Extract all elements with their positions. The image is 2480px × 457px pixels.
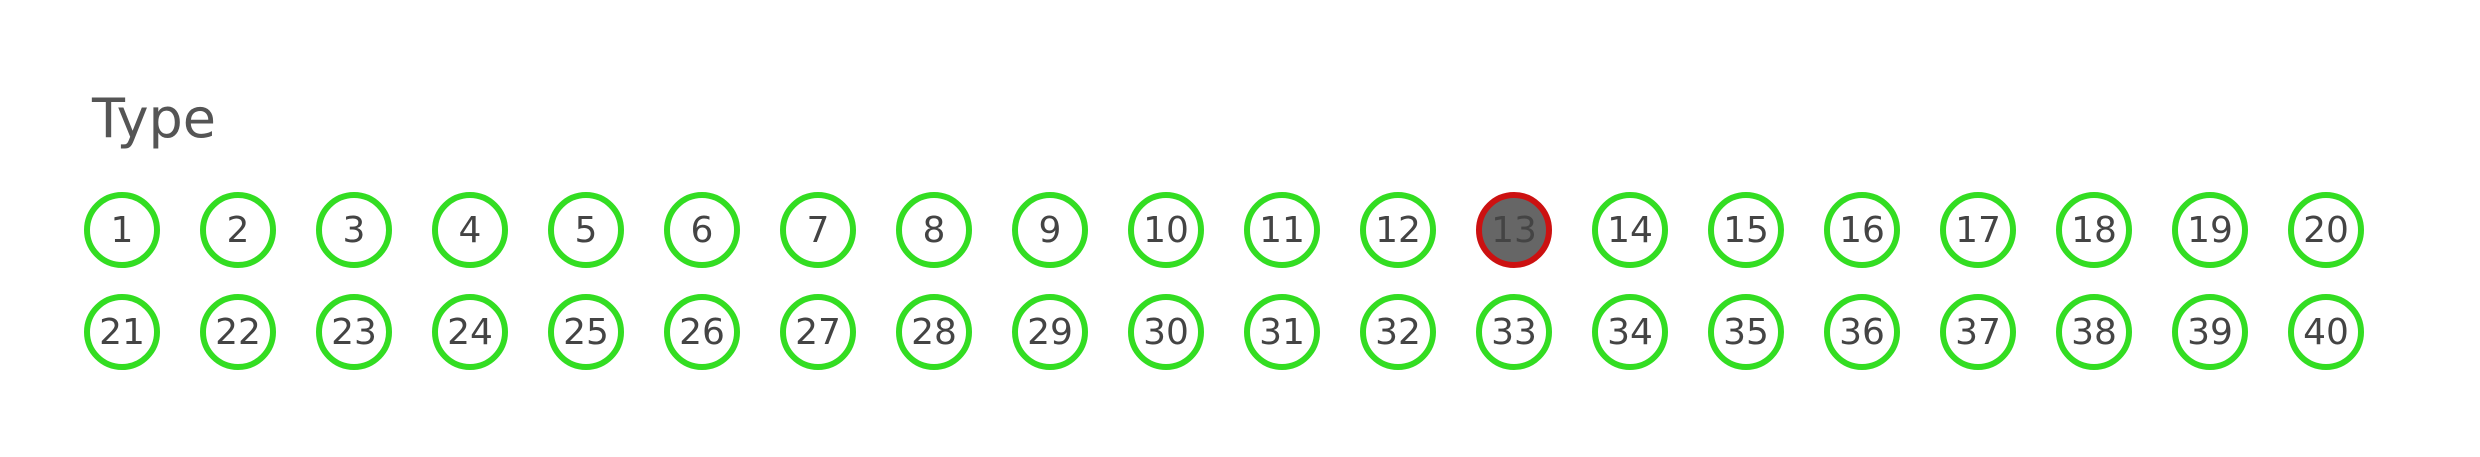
number-option-35[interactable]: 35 [1708, 294, 1784, 370]
number-option-31[interactable]: 31 [1244, 294, 1320, 370]
number-option-21[interactable]: 21 [84, 294, 160, 370]
number-option-23[interactable]: 23 [316, 294, 392, 370]
number-option-20[interactable]: 20 [2288, 192, 2364, 268]
number-option-24[interactable]: 24 [432, 294, 508, 370]
number-option-30[interactable]: 30 [1128, 294, 1204, 370]
number-option-33[interactable]: 33 [1476, 294, 1552, 370]
number-option-6[interactable]: 6 [664, 192, 740, 268]
number-option-13[interactable]: 13 [1476, 192, 1552, 268]
number-option-26[interactable]: 26 [664, 294, 740, 370]
number-option-4[interactable]: 4 [432, 192, 508, 268]
number-option-22[interactable]: 22 [200, 294, 276, 370]
number-option-17[interactable]: 17 [1940, 192, 2016, 268]
number-option-3[interactable]: 3 [316, 192, 392, 268]
number-option-27[interactable]: 27 [780, 294, 856, 370]
number-option-5[interactable]: 5 [548, 192, 624, 268]
number-option-18[interactable]: 18 [2056, 192, 2132, 268]
number-option-2[interactable]: 2 [200, 192, 276, 268]
number-option-16[interactable]: 16 [1824, 192, 1900, 268]
number-option-15[interactable]: 15 [1708, 192, 1784, 268]
number-option-36[interactable]: 36 [1824, 294, 1900, 370]
number-option-29[interactable]: 29 [1012, 294, 1088, 370]
number-option-39[interactable]: 39 [2172, 294, 2248, 370]
number-option-14[interactable]: 14 [1592, 192, 1668, 268]
number-option-12[interactable]: 12 [1360, 192, 1436, 268]
number-option-32[interactable]: 32 [1360, 294, 1436, 370]
number-option-8[interactable]: 8 [896, 192, 972, 268]
number-option-38[interactable]: 38 [2056, 294, 2132, 370]
number-option-28[interactable]: 28 [896, 294, 972, 370]
number-option-37[interactable]: 37 [1940, 294, 2016, 370]
number-option-11[interactable]: 11 [1244, 192, 1320, 268]
number-grid: 1 2 3 4 5 6 7 8 9 10 11 12 13 14 15 16 17 18 19 20 21 22 23 24 2… [84, 192, 2384, 370]
section-title: Type [92, 87, 217, 150]
number-option-10[interactable]: 10 [1128, 192, 1204, 268]
number-option-19[interactable]: 19 [2172, 192, 2248, 268]
number-option-9[interactable]: 9 [1012, 192, 1088, 268]
number-option-7[interactable]: 7 [780, 192, 856, 268]
number-option-25[interactable]: 25 [548, 294, 624, 370]
number-option-1[interactable]: 1 [84, 192, 160, 268]
number-option-40[interactable]: 40 [2288, 294, 2364, 370]
number-option-34[interactable]: 34 [1592, 294, 1668, 370]
